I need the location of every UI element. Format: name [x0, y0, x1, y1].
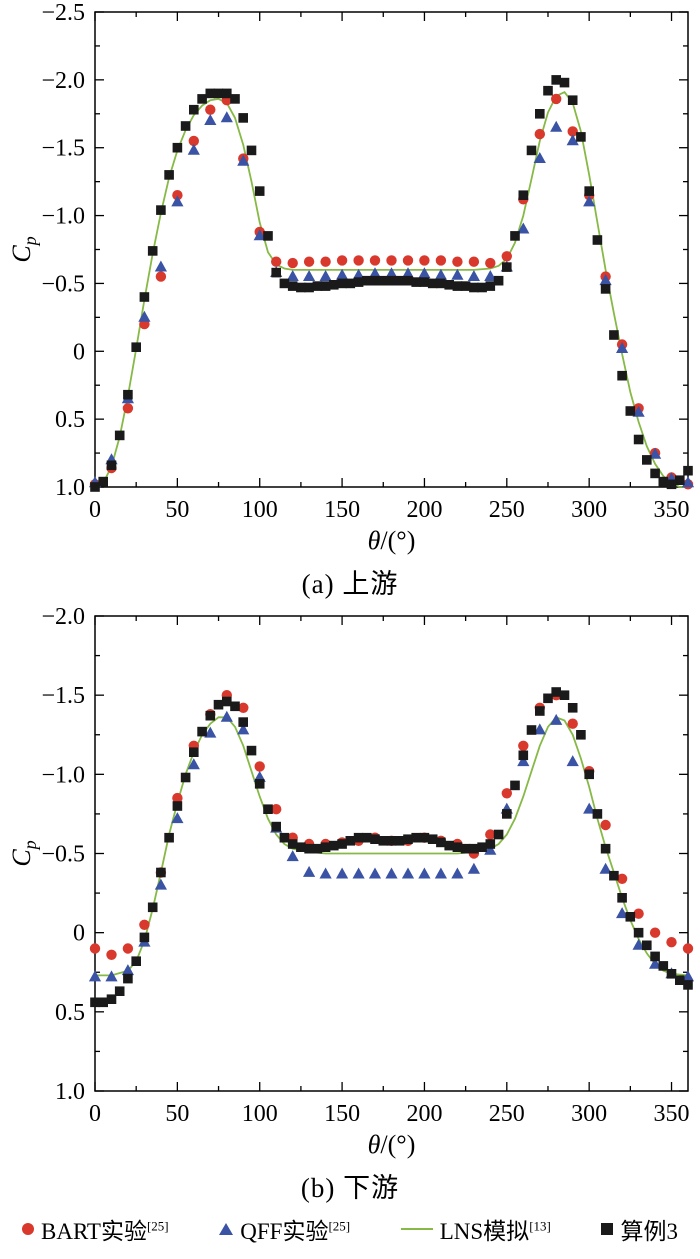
y-tick-label: −0.5 [41, 842, 85, 868]
chart-b-canvas: 0 50 100 150 200 250 300 350 −2.0 −1.5 −1.0 −0.5 0 0.… [7, 604, 695, 1159]
x-tick-label: 100 [242, 1101, 278, 1127]
triangle-marker-icon [219, 1223, 234, 1235]
legend-label-lns: LNS模拟[13] [439, 1218, 551, 1244]
legend-item-bart: BART实验[25] [22, 1212, 169, 1246]
series-bart [89, 690, 694, 960]
x-tick-label: 300 [571, 497, 607, 523]
y-tick-label: 0 [73, 339, 85, 365]
y-tick-label: 0.5 [55, 1000, 85, 1026]
square-marker-icon [601, 1223, 614, 1235]
x-tick-label: 150 [324, 1101, 360, 1127]
tick-labels: 0 50 100 150 200 250 300 350 −2.5 −2.0 −1.5 −1.0 −0.… [41, 0, 689, 523]
y-axis-label: Cp [7, 840, 40, 866]
x-tick-label: 350 [654, 497, 690, 523]
x-tick-label: 50 [165, 1101, 189, 1127]
x-tick-label: 0 [89, 497, 101, 523]
series-qff [88, 111, 695, 488]
legend-label-qff: QFF实验[25] [240, 1218, 351, 1244]
x-tick-label: 150 [324, 497, 360, 523]
y-tick-label: 0 [73, 921, 85, 947]
legend-item-qff: QFF实验[25] [219, 1212, 350, 1246]
legend-item-case3: 算例3 [601, 1212, 678, 1246]
x-tick-label: 250 [489, 1101, 525, 1127]
legend: BART实验[25] QFF实验[25] LNS模拟[13] 算例3 [0, 1208, 700, 1258]
axes [94, 11, 689, 488]
x-axis-label: θ/(°) [368, 526, 416, 555]
y-tick-label: 1.0 [55, 475, 85, 501]
series-case3 [90, 75, 693, 492]
series-group [88, 687, 695, 1008]
x-tick-label: 250 [489, 497, 525, 523]
y-tick-label: 1.0 [55, 1079, 85, 1105]
legend-label-bart: BART实验[25] [41, 1218, 169, 1244]
line-marker-icon [400, 1228, 433, 1230]
plot-frame [94, 11, 689, 488]
ticks [94, 615, 688, 1092]
series-case3 [90, 687, 693, 1008]
legend-label-case3: 算例3 [620, 1219, 678, 1244]
x-tick-label: 200 [406, 497, 442, 523]
y-tick-label: −1.0 [41, 204, 85, 230]
y-tick-label: 0.5 [55, 407, 85, 433]
chart-a-canvas: 0 50 100 150 200 250 300 350 −2.5 −2.0 −1.5 −1.0 −0.… [7, 0, 695, 555]
y-tick-label: −0.5 [41, 271, 85, 297]
series-lns [94, 90, 688, 488]
x-tick-label: 100 [242, 497, 278, 523]
y-tick-label: −1.5 [41, 136, 85, 162]
y-tick-label: −1.5 [41, 683, 85, 709]
circle-marker-icon [22, 1223, 34, 1235]
series-lns [95, 716, 689, 977]
ticks [94, 11, 688, 488]
caption-a: (a) 上游 [301, 568, 399, 599]
y-tick-label: −2.0 [41, 68, 85, 94]
x-axis-label: θ/(°) [368, 1130, 416, 1159]
tick-labels: 0 50 100 150 200 250 300 350 −2.0 −1.5 −1.0 −0.5 0 0.… [41, 604, 689, 1127]
x-tick-label: 300 [571, 1101, 607, 1127]
y-tick-label: −2.5 [41, 0, 85, 26]
y-tick-label: −2.0 [41, 604, 85, 630]
y-tick-label: −1.0 [41, 762, 85, 788]
x-tick-label: 200 [406, 1101, 442, 1127]
caption-b: (b) 下游 [300, 1172, 400, 1203]
x-tick-label: 50 [165, 497, 189, 523]
series-group [88, 75, 695, 492]
x-tick-label: 350 [654, 1101, 690, 1127]
series-qff [88, 710, 695, 982]
legend-item-lns: LNS模拟[13] [400, 1212, 551, 1246]
y-axis-label: Cp [7, 236, 40, 262]
x-tick-label: 0 [89, 1101, 101, 1127]
